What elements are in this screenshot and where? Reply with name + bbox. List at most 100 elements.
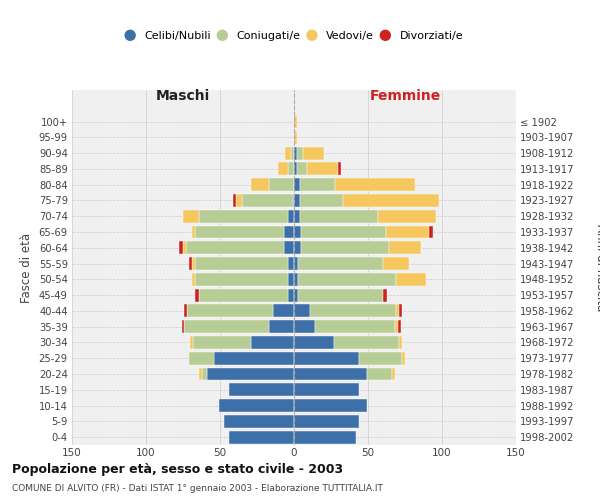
Bar bbox=[335, 178, 415, 191]
Legend: Celibi/Nubili, Coniugati/e, Vedovi/e, Divorziati/e: Celibi/Nubili, Coniugati/e, Vedovi/e, Di… bbox=[122, 28, 466, 44]
Bar bbox=[294, 162, 297, 175]
Bar bbox=[294, 242, 301, 254]
Bar bbox=[294, 115, 297, 128]
Bar bbox=[301, 242, 389, 254]
Bar bbox=[193, 336, 251, 349]
Bar bbox=[294, 352, 359, 364]
Bar bbox=[294, 146, 297, 160]
Bar bbox=[251, 336, 294, 349]
Bar bbox=[294, 415, 359, 428]
Bar bbox=[288, 162, 294, 175]
Bar bbox=[183, 210, 199, 222]
Bar bbox=[236, 194, 242, 207]
Bar bbox=[389, 242, 421, 254]
Bar bbox=[288, 288, 294, 302]
Bar bbox=[294, 320, 315, 333]
Bar bbox=[294, 336, 334, 349]
Bar bbox=[294, 257, 298, 270]
Bar bbox=[288, 273, 294, 286]
Bar bbox=[343, 194, 439, 207]
Bar bbox=[293, 194, 294, 207]
Bar bbox=[206, 368, 294, 380]
Bar bbox=[303, 146, 323, 160]
Y-axis label: Anni di nascita: Anni di nascita bbox=[594, 224, 600, 311]
Bar bbox=[187, 304, 273, 318]
Bar bbox=[334, 336, 399, 349]
Bar bbox=[294, 384, 359, 396]
Bar bbox=[300, 210, 379, 222]
Bar bbox=[307, 162, 338, 175]
Bar bbox=[294, 194, 300, 207]
Bar bbox=[284, 226, 294, 238]
Bar bbox=[399, 336, 402, 349]
Bar bbox=[298, 257, 383, 270]
Bar bbox=[298, 288, 383, 302]
Bar bbox=[300, 194, 343, 207]
Bar bbox=[383, 288, 387, 302]
Bar bbox=[294, 399, 367, 412]
Text: Femmine: Femmine bbox=[370, 90, 440, 104]
Bar bbox=[395, 320, 398, 333]
Bar bbox=[297, 162, 307, 175]
Bar bbox=[192, 257, 195, 270]
Bar bbox=[190, 336, 193, 349]
Bar bbox=[192, 226, 195, 238]
Bar bbox=[338, 162, 341, 175]
Bar bbox=[269, 178, 294, 191]
Bar bbox=[379, 210, 436, 222]
Bar bbox=[291, 146, 294, 160]
Bar bbox=[294, 273, 298, 286]
Text: COMUNE DI ALVITO (FR) - Dati ISTAT 1° gennaio 2003 - Elaborazione TUTTITALIA.IT: COMUNE DI ALVITO (FR) - Dati ISTAT 1° ge… bbox=[12, 484, 383, 493]
Bar bbox=[179, 242, 183, 254]
Bar bbox=[242, 194, 293, 207]
Bar bbox=[251, 178, 269, 191]
Bar bbox=[294, 430, 356, 444]
Bar bbox=[392, 368, 395, 380]
Bar bbox=[428, 226, 433, 238]
Bar bbox=[199, 368, 202, 380]
Bar bbox=[195, 257, 288, 270]
Bar bbox=[229, 384, 294, 396]
Bar bbox=[195, 273, 288, 286]
Bar bbox=[189, 352, 214, 364]
Bar bbox=[315, 320, 395, 333]
Bar bbox=[184, 304, 187, 318]
Text: Maschi: Maschi bbox=[156, 90, 210, 104]
Text: Popolazione per età, sesso e stato civile - 2003: Popolazione per età, sesso e stato civil… bbox=[12, 462, 343, 475]
Bar bbox=[301, 226, 386, 238]
Bar bbox=[183, 242, 186, 254]
Bar bbox=[189, 257, 192, 270]
Bar bbox=[310, 304, 396, 318]
Bar bbox=[294, 131, 297, 144]
Bar bbox=[402, 352, 405, 364]
Bar bbox=[195, 226, 284, 238]
Bar bbox=[229, 430, 294, 444]
Bar bbox=[386, 226, 428, 238]
Bar bbox=[396, 304, 399, 318]
Bar bbox=[297, 146, 303, 160]
Bar bbox=[195, 288, 199, 302]
Bar bbox=[192, 273, 195, 286]
Bar bbox=[214, 352, 294, 364]
Bar bbox=[294, 226, 301, 238]
Bar bbox=[182, 320, 184, 333]
Bar bbox=[294, 210, 300, 222]
Bar bbox=[300, 178, 335, 191]
Bar bbox=[186, 242, 284, 254]
Bar bbox=[396, 273, 426, 286]
Bar bbox=[294, 304, 310, 318]
Bar bbox=[233, 194, 236, 207]
Bar bbox=[285, 146, 291, 160]
Bar bbox=[399, 304, 402, 318]
Bar bbox=[359, 352, 402, 364]
Bar bbox=[288, 257, 294, 270]
Bar bbox=[269, 320, 294, 333]
Bar bbox=[184, 320, 269, 333]
Bar bbox=[284, 242, 294, 254]
Bar bbox=[202, 368, 206, 380]
Bar bbox=[218, 399, 294, 412]
Bar bbox=[398, 320, 401, 333]
Bar bbox=[288, 210, 294, 222]
Bar bbox=[294, 288, 298, 302]
Bar bbox=[294, 368, 367, 380]
